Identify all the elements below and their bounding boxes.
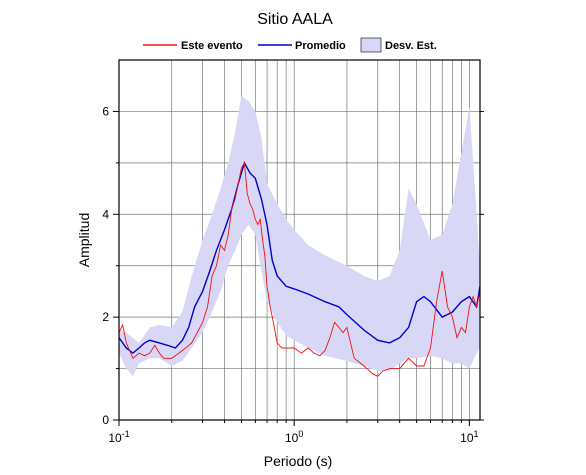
legend-label-este-evento: Este evento [181,40,243,52]
y-tick-label: 4 [102,207,109,221]
plot-frame [118,59,481,421]
y-tick-label: 2 [102,310,109,324]
x-tick-label: 101 [460,429,478,445]
axis-ticks: 0 2 4 6 10-1 100 101 [102,104,484,445]
legend: Este evento Promedio Desv. Est. [143,37,437,53]
series-line-promedio [119,161,480,354]
y-tick-label: 0 [102,413,109,427]
x-tick-label: 100 [285,429,303,445]
series-line-este-evento [119,161,480,377]
legend-swatch-desv-est [360,37,382,53]
std-dev-band [119,96,480,377]
y-tick-label: 6 [102,104,109,118]
legend-label-promedio: Promedio [295,40,346,52]
chart-title: Sitio AALA [257,11,333,28]
legend-label-desv-est: Desv. Est. [385,40,437,52]
x-axis-label: Periodo (s) [264,453,332,469]
y-axis-label: Amplitud [76,213,92,267]
x-tick-label: 10-1 [108,429,129,445]
